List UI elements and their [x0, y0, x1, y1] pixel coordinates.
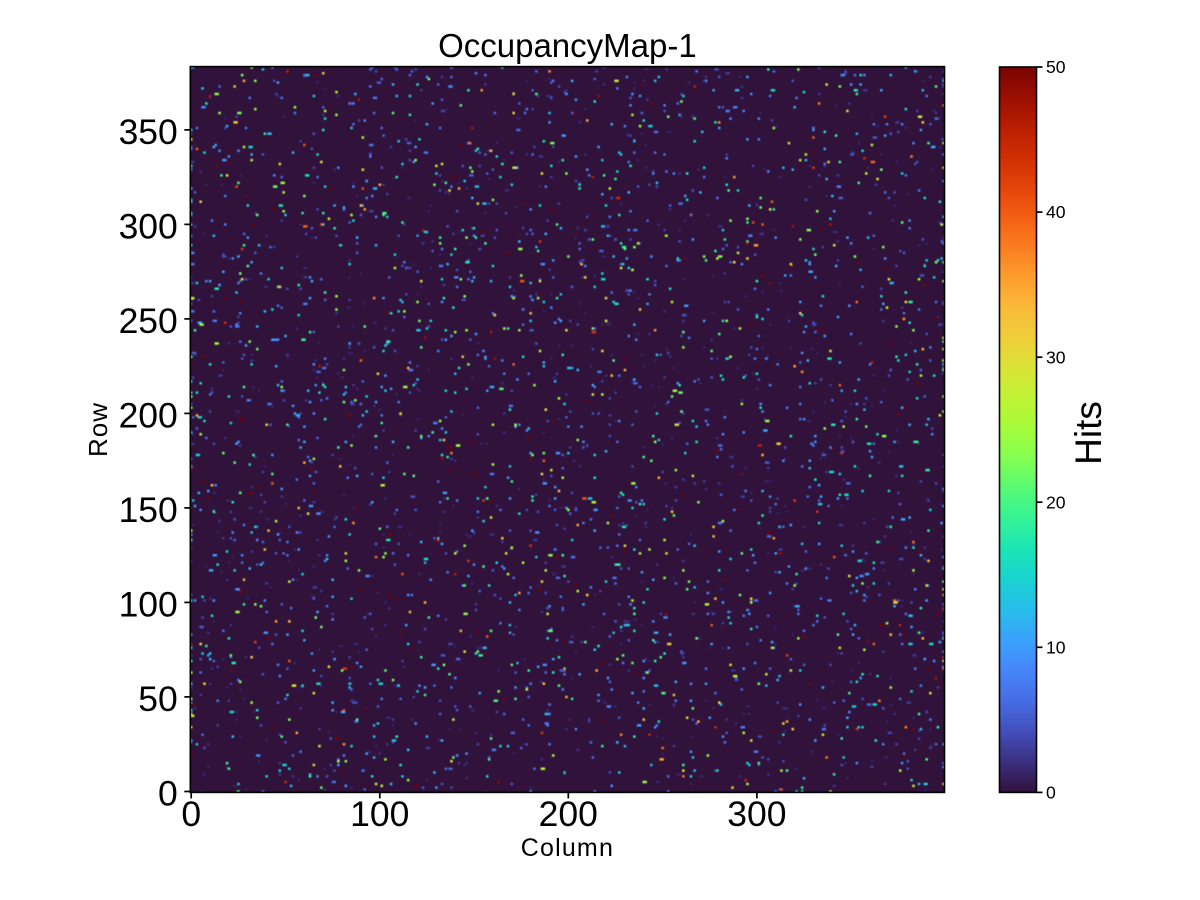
- svg-text:30: 30: [1046, 347, 1066, 367]
- svg-text:50: 50: [1046, 57, 1066, 77]
- svg-text:350: 350: [119, 112, 178, 152]
- svg-text:50: 50: [138, 679, 178, 719]
- svg-text:40: 40: [1046, 202, 1066, 222]
- svg-text:10: 10: [1046, 637, 1066, 657]
- svg-text:250: 250: [119, 301, 178, 341]
- svg-text:0: 0: [158, 774, 178, 814]
- svg-text:200: 200: [119, 396, 178, 436]
- svg-text:300: 300: [727, 794, 786, 834]
- svg-text:0: 0: [1046, 783, 1056, 803]
- svg-text:100: 100: [119, 585, 178, 625]
- svg-text:Hits: Hits: [1068, 401, 1109, 465]
- svg-text:Row: Row: [83, 402, 113, 457]
- svg-text:100: 100: [350, 794, 409, 834]
- svg-text:200: 200: [539, 794, 598, 834]
- svg-text:150: 150: [119, 490, 178, 530]
- svg-text:OccupancyMap-1: OccupancyMap-1: [438, 27, 697, 64]
- svg-text:20: 20: [1046, 492, 1066, 512]
- svg-text:0: 0: [181, 794, 201, 834]
- svg-text:300: 300: [119, 207, 178, 247]
- svg-text:Column: Column: [521, 834, 614, 862]
